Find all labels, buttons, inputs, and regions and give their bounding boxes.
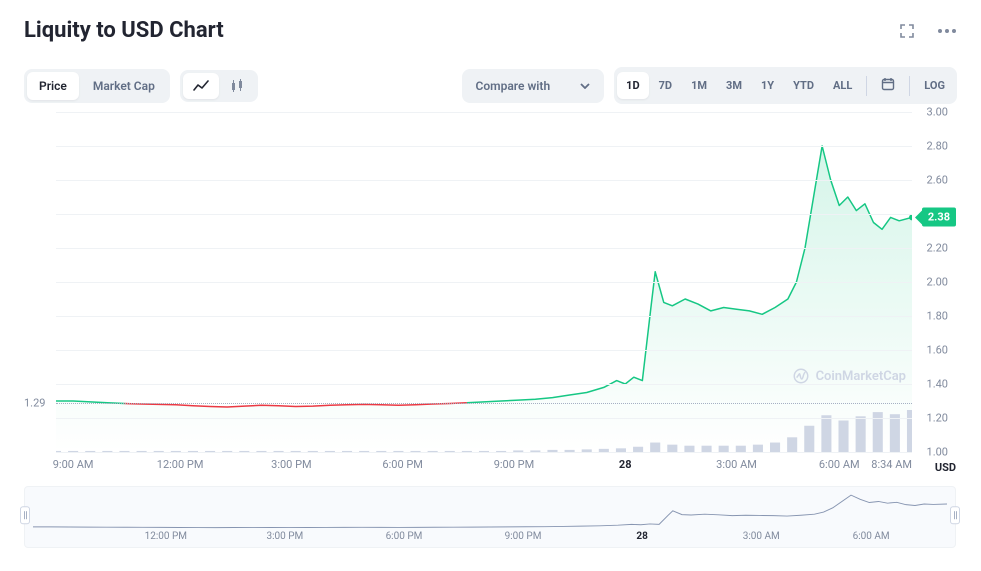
x-tick: 6:00 PM	[382, 458, 422, 471]
range-ytd[interactable]: YTD	[784, 72, 823, 99]
mini-x-tick: 3:00 AM	[743, 531, 780, 542]
mini-x-tick: 6:00 AM	[853, 531, 890, 542]
y-tick: 2.80	[927, 140, 948, 153]
range-handle-left[interactable]	[20, 506, 30, 524]
current-price-value: 2.38	[922, 208, 956, 227]
price-tab[interactable]: Price	[27, 72, 79, 100]
candlestick-icon[interactable]	[219, 73, 255, 99]
price-chart: CoinMarketCap 3.002.802.602.402.202.001.…	[24, 112, 956, 482]
mini-x-tick: 3:00 PM	[266, 531, 303, 542]
y-tick: 1.80	[927, 310, 948, 323]
y-axis: 3.002.802.602.402.202.001.801.601.401.20…	[912, 112, 956, 452]
mini-x-axis: 12:00 PM 3:00 PM 6:00 PM 9:00 PM 28 3:00 AM 6:…	[33, 531, 947, 545]
y-tick: 2.20	[927, 242, 948, 255]
current-price-badge: 2.38	[915, 208, 956, 227]
x-tick: 3:00 AM	[716, 458, 757, 471]
line-chart-icon[interactable]	[183, 73, 219, 99]
chevron-down-icon	[580, 83, 590, 89]
x-tick: 28	[619, 458, 632, 471]
page-title: Liquity to USD Chart	[24, 18, 224, 43]
mini-x-tick: 12:00 PM	[145, 531, 187, 542]
y-tick: 1.60	[927, 344, 948, 357]
market-cap-tab[interactable]: Market Cap	[81, 72, 167, 100]
chart-toolbar: Price Market Cap Compare with 1D7D1M3M1Y…	[24, 67, 957, 104]
range-7d[interactable]: 7D	[650, 72, 681, 99]
toolbar-left: Price Market Cap	[24, 69, 258, 103]
mini-x-tick: 9:00 PM	[505, 531, 542, 542]
watermark-text: CoinMarketCap	[816, 369, 906, 384]
mini-x-tick: 6:00 PM	[386, 531, 423, 542]
mini-chart[interactable]: 12:00 PM 3:00 PM 6:00 PM 9:00 PM 28 3:00 AM 6:…	[24, 486, 956, 548]
y-tick: 2.60	[927, 174, 948, 187]
watermark: CoinMarketCap	[792, 367, 906, 385]
open-price-label: 1.29	[24, 396, 45, 409]
y-tick: 2.00	[927, 276, 948, 289]
more-icon[interactable]	[937, 21, 957, 41]
log-toggle[interactable]: LOG	[915, 72, 954, 99]
range-3m[interactable]: 3M	[717, 72, 751, 99]
range-1y[interactable]: 1Y	[752, 72, 783, 99]
x-tick: 9:00 PM	[494, 458, 534, 471]
mini-x-tick: 28	[636, 531, 647, 542]
y-tick: 1.00	[927, 446, 948, 459]
x-tick: 9:00 AM	[53, 458, 94, 471]
open-price-line	[56, 403, 912, 404]
chart-header: Liquity to USD Chart	[24, 18, 957, 43]
range-1m[interactable]: 1M	[682, 72, 716, 99]
calendar-icon[interactable]	[872, 70, 904, 101]
x-tick: 8:34 AM	[871, 458, 912, 471]
x-tick: 6:00 AM	[819, 458, 860, 471]
toolbar-right: Compare with 1D7D1M3M1YYTDALL LOG	[462, 67, 957, 104]
metric-toggle: Price Market Cap	[24, 69, 170, 103]
range-handle-right[interactable]	[950, 506, 960, 524]
compare-label: Compare with	[476, 79, 551, 93]
x-axis: 9:00 AM 12:00 PM 3:00 PM 6:00 PM 9:00 PM 28 3:…	[56, 458, 912, 474]
compare-button[interactable]: Compare with	[462, 69, 605, 103]
currency-label: USD	[935, 461, 956, 474]
y-tick: 1.40	[927, 378, 948, 391]
y-tick: 3.00	[927, 106, 948, 119]
y-tick: 1.20	[927, 412, 948, 425]
header-actions	[897, 21, 957, 41]
range-1d[interactable]: 1D	[617, 72, 648, 99]
chart-type-toggle	[180, 70, 258, 102]
range-all[interactable]: ALL	[824, 72, 861, 99]
fullscreen-icon[interactable]	[897, 21, 917, 41]
time-range-group: 1D7D1M3M1YYTDALL LOG	[614, 67, 957, 104]
x-tick: 12:00 PM	[157, 458, 204, 471]
x-tick: 3:00 PM	[271, 458, 311, 471]
mini-plot	[33, 493, 947, 529]
